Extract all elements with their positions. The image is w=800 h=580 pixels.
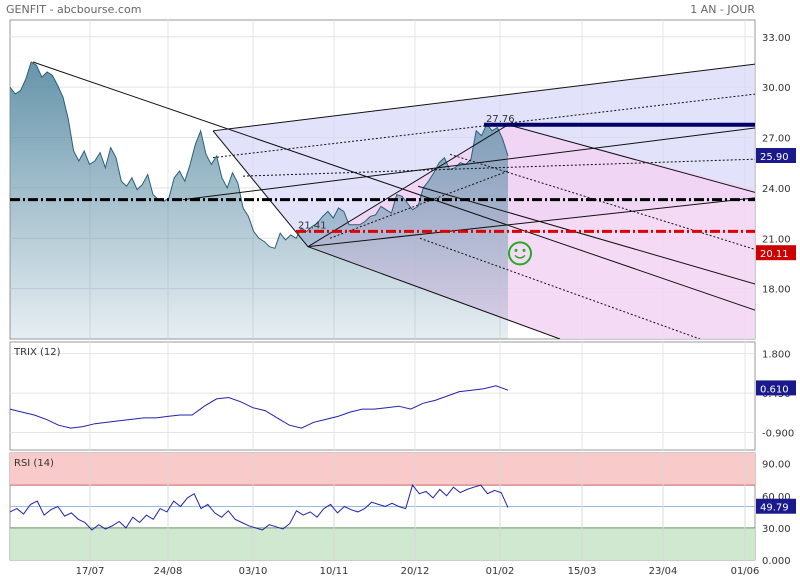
trix-value-tag xyxy=(756,380,796,396)
x-tick-label: 01/06 xyxy=(731,566,760,577)
trend-line-down xyxy=(32,61,755,311)
low-value-label: 21.41 xyxy=(298,220,327,231)
pitchfork-upper xyxy=(212,63,755,132)
price-tick-label: 27.00 xyxy=(762,134,791,145)
trix-line xyxy=(9,385,509,429)
last-price-tag xyxy=(756,147,796,163)
x-tick-label: 10/11 xyxy=(320,566,349,577)
price-area xyxy=(10,62,508,339)
pitchfork2-upper xyxy=(507,124,755,193)
price-tick-label: 33.00 xyxy=(762,33,791,44)
pitchfork2-dotted-1 xyxy=(449,153,755,250)
trix-title: TRIX (12) xyxy=(13,347,61,358)
ref-price-tag xyxy=(756,245,796,261)
rsi-line xyxy=(9,484,509,531)
x-tick-label: 24/08 xyxy=(154,566,183,577)
x-tick-label: 20/12 xyxy=(401,566,430,577)
chart-title: GENFIT - abcbourse.com xyxy=(6,3,141,16)
rsi-value-label: 49.79 xyxy=(760,503,789,514)
rsi-value-tag xyxy=(756,498,796,514)
pitchfork-dotted-2 xyxy=(242,158,755,177)
price-tick-label: 30.00 xyxy=(762,83,791,94)
pitchfork-dotted-1 xyxy=(212,93,755,159)
trix-tick-label: -0.900 xyxy=(762,428,794,439)
pitchfork-median xyxy=(182,127,755,201)
price-tick-label: 24.00 xyxy=(762,184,791,195)
panel-frame-1 xyxy=(9,341,756,451)
x-tick-label: 01/02 xyxy=(486,566,515,577)
smiley-eye-right xyxy=(522,248,526,252)
pitchfork-leg xyxy=(212,130,309,247)
pitchfork2-lower xyxy=(307,246,561,339)
ref-price-label: 20.11 xyxy=(760,249,789,260)
smiley-icon xyxy=(508,241,532,266)
price-line xyxy=(10,61,509,249)
chart-period: 1 AN - JOUR xyxy=(690,3,755,16)
pitchfork2-leg xyxy=(307,124,509,248)
rsi-oversold-zone xyxy=(10,527,755,560)
rsi-tick-label: 90.00 xyxy=(762,460,791,471)
price-tick-label: 21.00 xyxy=(762,234,791,245)
rsi-tick-label: 30.00 xyxy=(762,524,791,535)
pitchfork-lower xyxy=(307,197,755,248)
x-tick-label: 15/03 xyxy=(568,566,597,577)
rsi-title: RSI (14) xyxy=(14,458,54,469)
pitchfork2-dotted-2 xyxy=(419,237,701,339)
smiley-eye-left xyxy=(514,248,518,252)
price-panel xyxy=(10,61,755,339)
trix-tick-label: 1.800 xyxy=(762,350,791,361)
last-price-label: 25.90 xyxy=(760,152,789,163)
x-tick-label: 17/07 xyxy=(76,566,105,577)
high-value-label: 27.76 xyxy=(486,114,515,125)
trix-value-label: 0.610 xyxy=(760,384,789,395)
rsi-tick-label: 60.00 xyxy=(762,492,791,503)
x-tick-label: 23/04 xyxy=(649,566,678,577)
rsi-tick-label: 0.000 xyxy=(762,556,791,567)
smiley-mouth xyxy=(514,254,526,259)
rsi-overbought-zone xyxy=(10,453,755,486)
price-tick-label: 18.00 xyxy=(762,285,791,296)
x-tick-label: 03/10 xyxy=(239,566,268,577)
pitchfork2-median xyxy=(417,185,755,285)
